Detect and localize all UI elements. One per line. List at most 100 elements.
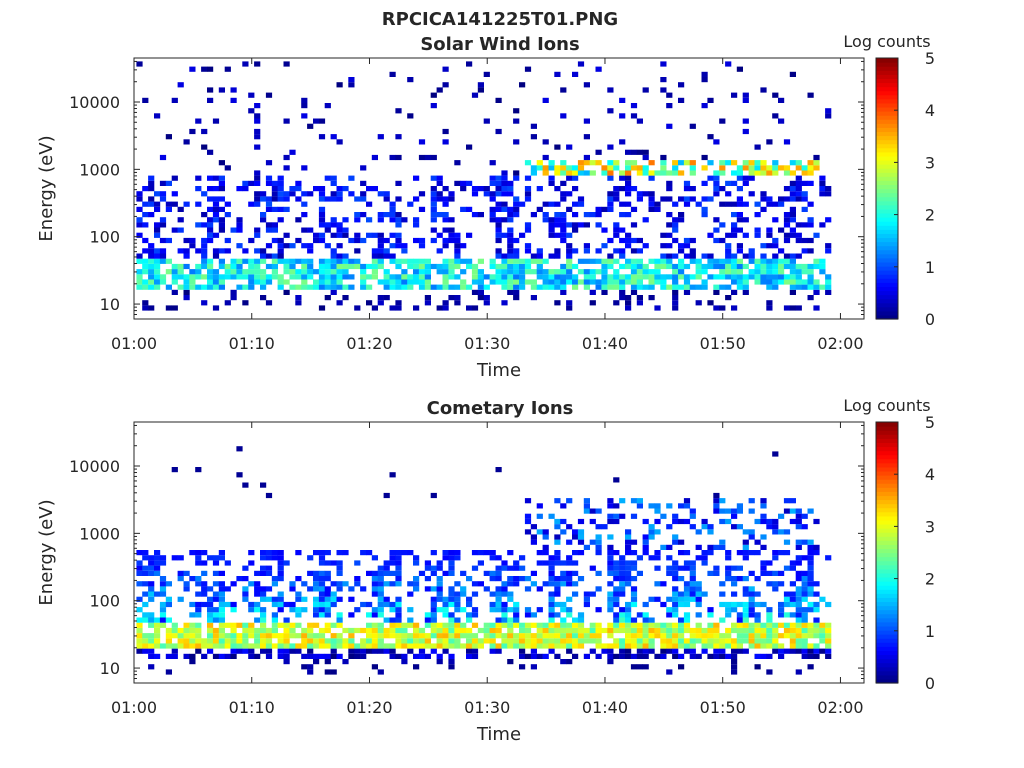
heatmap-cell	[601, 284, 608, 290]
heatmap-cell	[471, 581, 479, 587]
heatmap-cell	[630, 565, 638, 571]
heatmap-cell	[289, 581, 296, 587]
heatmap-cell	[330, 633, 337, 639]
heatmap-cell	[742, 539, 749, 545]
heatmap-cell	[383, 492, 390, 499]
heatmap-cell	[801, 591, 808, 597]
colorbar-segment	[876, 617, 898, 623]
heatmap-cell	[772, 518, 779, 525]
heatmap-cell	[148, 279, 155, 285]
heatmap-cell	[313, 586, 320, 592]
heatmap-cell	[501, 206, 508, 212]
heatmap-cell	[713, 638, 720, 644]
heatmap-cell	[625, 638, 632, 644]
heatmap-cell	[577, 529, 585, 535]
heatmap-cell	[672, 596, 679, 602]
colorbar-segment	[876, 678, 898, 684]
heatmap-cell	[807, 576, 814, 582]
heatmap-cell	[460, 186, 467, 192]
heatmap-cell	[448, 269, 455, 275]
heatmap-cell	[560, 638, 567, 644]
heatmap-cell	[589, 518, 596, 525]
heatmap-cell	[366, 612, 373, 618]
colorbar-segment	[876, 86, 898, 92]
colorbar-segment	[876, 629, 898, 635]
heatmap-cell	[448, 601, 455, 608]
heatmap-cell	[507, 633, 514, 639]
heatmap-cell	[336, 82, 343, 88]
heatmap-cell	[371, 186, 378, 192]
heatmap-cell	[307, 653, 314, 659]
heatmap-cell	[366, 622, 373, 628]
heatmap-cell	[660, 232, 667, 238]
heatmap-cell	[819, 175, 826, 181]
heatmap-cell	[530, 284, 537, 290]
heatmap-cell	[789, 581, 796, 587]
heatmap-cell	[595, 284, 602, 290]
heatmap-cell	[795, 607, 802, 613]
heatmap-cell	[336, 191, 343, 197]
colorbar-segment	[876, 98, 898, 104]
heatmap-cell	[742, 165, 749, 171]
colorbar-segment	[876, 507, 898, 513]
heatmap-cell	[495, 555, 502, 561]
heatmap-cell	[672, 570, 679, 576]
heatmap-cell	[183, 295, 190, 301]
x-tick-label: 02:00	[817, 334, 863, 353]
heatmap-cell	[713, 170, 720, 176]
heatmap-cell	[330, 289, 337, 295]
heatmap-cell	[142, 305, 149, 311]
panel-title: Cometary Ions	[427, 398, 574, 419]
heatmap-cell	[318, 601, 326, 608]
colorbar-segment	[876, 613, 898, 619]
heatmap-cell	[277, 550, 284, 556]
heatmap-cell	[619, 591, 626, 597]
heatmap-cell	[230, 581, 237, 587]
heatmap-cell	[195, 591, 202, 597]
heatmap-cell	[189, 66, 196, 72]
heatmap-cell	[566, 570, 573, 576]
heatmap-cell	[672, 622, 679, 628]
heatmap-cell	[460, 643, 467, 649]
heatmap-cell	[560, 232, 567, 238]
heatmap-cell	[795, 622, 802, 628]
heatmap-cell	[654, 206, 661, 212]
heatmap-cell	[336, 243, 343, 249]
heatmap-cell	[165, 206, 172, 212]
heatmap-cell	[548, 232, 555, 238]
heatmap-cell	[560, 581, 567, 587]
heatmap-cell	[248, 648, 255, 654]
heatmap-cell	[254, 591, 261, 597]
heatmap-cell	[736, 186, 743, 192]
heatmap-cell	[254, 607, 261, 613]
heatmap-cell	[136, 581, 143, 587]
heatmap-cell	[212, 653, 220, 659]
heatmap-cell	[583, 212, 590, 218]
heatmap-cell	[807, 263, 814, 270]
heatmap-cell	[224, 269, 231, 275]
heatmap-cell	[548, 565, 555, 571]
heatmap-cell	[789, 633, 796, 639]
heatmap-cell	[448, 217, 455, 223]
heatmap-cell	[395, 576, 402, 582]
heatmap-cell	[389, 274, 396, 280]
heatmap-cell	[454, 258, 461, 264]
heatmap-cell	[577, 550, 585, 556]
heatmap-cell	[719, 258, 726, 264]
heatmap-cell	[418, 643, 426, 649]
heatmap-cell	[189, 279, 196, 285]
heatmap-cell	[577, 222, 585, 228]
heatmap-cell	[436, 269, 443, 275]
y-tick-label: 1000	[79, 160, 120, 179]
heatmap-cell	[683, 274, 691, 280]
heatmap-cell	[519, 638, 526, 644]
heatmap-cell	[189, 284, 196, 290]
heatmap-cell	[672, 237, 679, 244]
heatmap-cell	[630, 643, 638, 649]
heatmap-cell	[289, 648, 296, 654]
heatmap-cell	[442, 201, 449, 207]
heatmap-cell	[513, 175, 520, 181]
heatmap-cell	[754, 627, 761, 634]
colorbar-tick-label: 1	[925, 258, 935, 277]
heatmap-cell	[630, 263, 638, 270]
